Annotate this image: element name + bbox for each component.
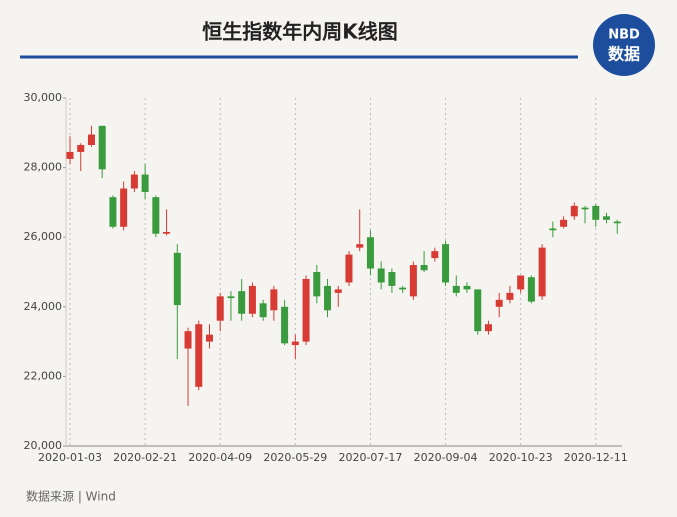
candle-body [613,221,621,224]
chart-title: 恒生指数年内周K线图 [202,20,398,44]
candle-body [527,277,535,302]
candle-body [216,296,224,321]
y-tick-label: 28,000 [24,161,63,174]
candle-body [366,237,374,269]
candle-body [345,254,353,283]
candle-body [281,306,289,344]
candle-body [452,285,460,293]
candle-body [205,334,213,342]
candle-body [570,205,578,217]
candle-body [163,231,171,234]
candle-body [409,265,417,297]
candle-body [399,287,407,290]
candle-body [377,268,385,283]
candle-body [77,144,85,152]
candle-body [603,216,610,220]
candle-body [463,285,471,290]
candle-body [66,151,74,159]
candle-body [324,285,332,311]
candle-body [495,299,503,307]
candle-body [442,244,450,283]
x-tick-label: 2020-04-09 [188,451,252,464]
y-tick-label: 30,000 [24,91,63,104]
y-tick-label: 22,000 [24,369,63,382]
candle-body [538,247,546,297]
candle-body [356,244,364,248]
candle-body [291,341,299,346]
candle-body [184,331,192,349]
candle-body [238,291,246,314]
y-tick-label: 26,000 [24,230,63,243]
candle-body [484,324,492,332]
x-tick-label: 2020-09-04 [414,451,478,464]
candle-body [517,275,525,290]
candle-body [313,272,321,297]
x-tick-label: 2020-01-03 [38,451,102,464]
x-tick-label: 2020-05-29 [263,451,327,464]
candle-body [87,134,95,145]
y-tick-label: 20,000 [24,439,63,452]
y-tick-label: 24,000 [24,300,63,313]
candle-body [141,174,149,192]
candle-body [560,219,568,227]
candle-body [109,197,117,227]
candle-body [248,285,256,314]
candle-body [173,252,181,306]
candle-body [130,174,138,189]
candle-body [98,125,106,170]
logo-text: 数据 [608,45,640,64]
candle-body [420,265,428,271]
candle-body [270,289,278,311]
candle-body [302,278,310,342]
candle-body [120,188,128,227]
candle-body [506,292,514,300]
candle-body [388,272,396,286]
x-tick-label: 2020-07-17 [338,451,402,464]
logo-text: NBD [608,28,640,43]
x-tick-label: 2020-12-11 [564,451,628,464]
candle-body [474,289,482,332]
candle-body [592,205,600,220]
candle-body [581,207,589,210]
source: 数据来源 | Wind [26,489,116,504]
x-tick-label: 2020-10-23 [489,451,553,464]
candle-body [227,296,235,299]
candle-body [431,251,439,259]
candle-body [152,197,160,234]
candle-body [259,303,267,318]
logo [593,14,655,76]
candle-body [334,289,342,293]
x-tick-label: 2020-02-21 [113,451,177,464]
candle-body [549,228,557,231]
candle-body [195,324,203,387]
